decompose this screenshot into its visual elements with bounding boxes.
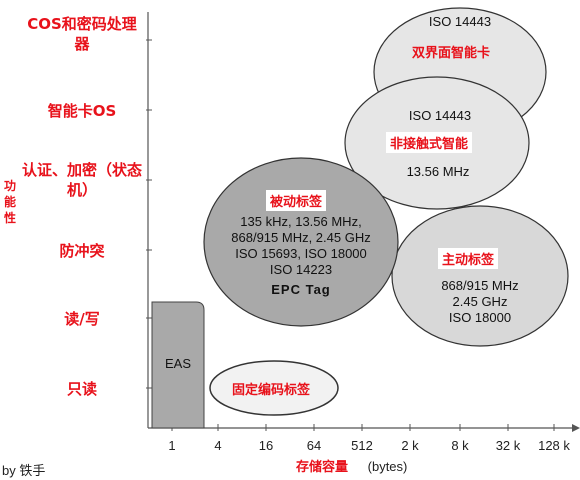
passive-label: 被动标签: [266, 190, 327, 211]
y-axis-label: 功能性: [3, 179, 16, 225]
x-tick-label: 16: [258, 438, 274, 453]
level-auth-encrypt: 认证、加密（状态机）: [21, 161, 142, 199]
x-tick-label: 32 k: [495, 438, 521, 453]
level-anticollision: 防冲突: [59, 242, 105, 260]
x-axis-arrow: [572, 424, 580, 432]
x-axis-title: 存储容量: [296, 460, 349, 475]
active-tag-ellipse: [391, 205, 569, 347]
dual-interface-label: 双界面智能卡: [412, 46, 491, 61]
dual-interface-text: ISO 14443: [428, 14, 492, 29]
active-text: 868/915 MHz 2.45 GHz ISO 18000: [441, 278, 519, 325]
x-tick-label: 512: [351, 438, 373, 453]
contactless-label: 非接触式智能: [386, 132, 473, 153]
level-read-write: 读/写: [64, 310, 100, 328]
x-tick-label: 2 k: [401, 438, 419, 453]
x-axis-unit: (bytes): [367, 459, 408, 474]
level-cos-crypto: COS和密码处理器: [27, 15, 137, 53]
fixed-code-label: 固定编码标签: [232, 383, 311, 398]
y-ticks: [146, 39, 152, 389]
x-tick-label: 8 k: [451, 438, 469, 453]
x-tick-label: 128 k: [538, 438, 570, 453]
eas-label: EAS: [164, 356, 191, 371]
eas-region: [151, 301, 205, 429]
x-axis-label: 存储容量 (bytes): [296, 456, 407, 475]
x-tick-label: 1: [168, 438, 176, 453]
x-tick-label: 4: [214, 438, 222, 453]
contactless-freq: 13.56 MHz: [406, 164, 470, 179]
passive-text: 135 kHz, 13.56 MHz, 868/915 MHz, 2.45 GH…: [231, 214, 371, 297]
x-ticks: [171, 424, 555, 431]
contactless-iso: ISO 14443: [408, 108, 472, 123]
fixed-code-ellipse: [209, 360, 339, 416]
credit-text: by 铁手: [2, 463, 46, 478]
level-smartcard-os: 智能卡OS: [47, 102, 117, 120]
level-read-only: 只读: [66, 380, 97, 398]
x-tick-label: 64: [306, 438, 322, 453]
active-label: 主动标签: [438, 248, 499, 269]
passive-tag-ellipse: [203, 157, 399, 327]
